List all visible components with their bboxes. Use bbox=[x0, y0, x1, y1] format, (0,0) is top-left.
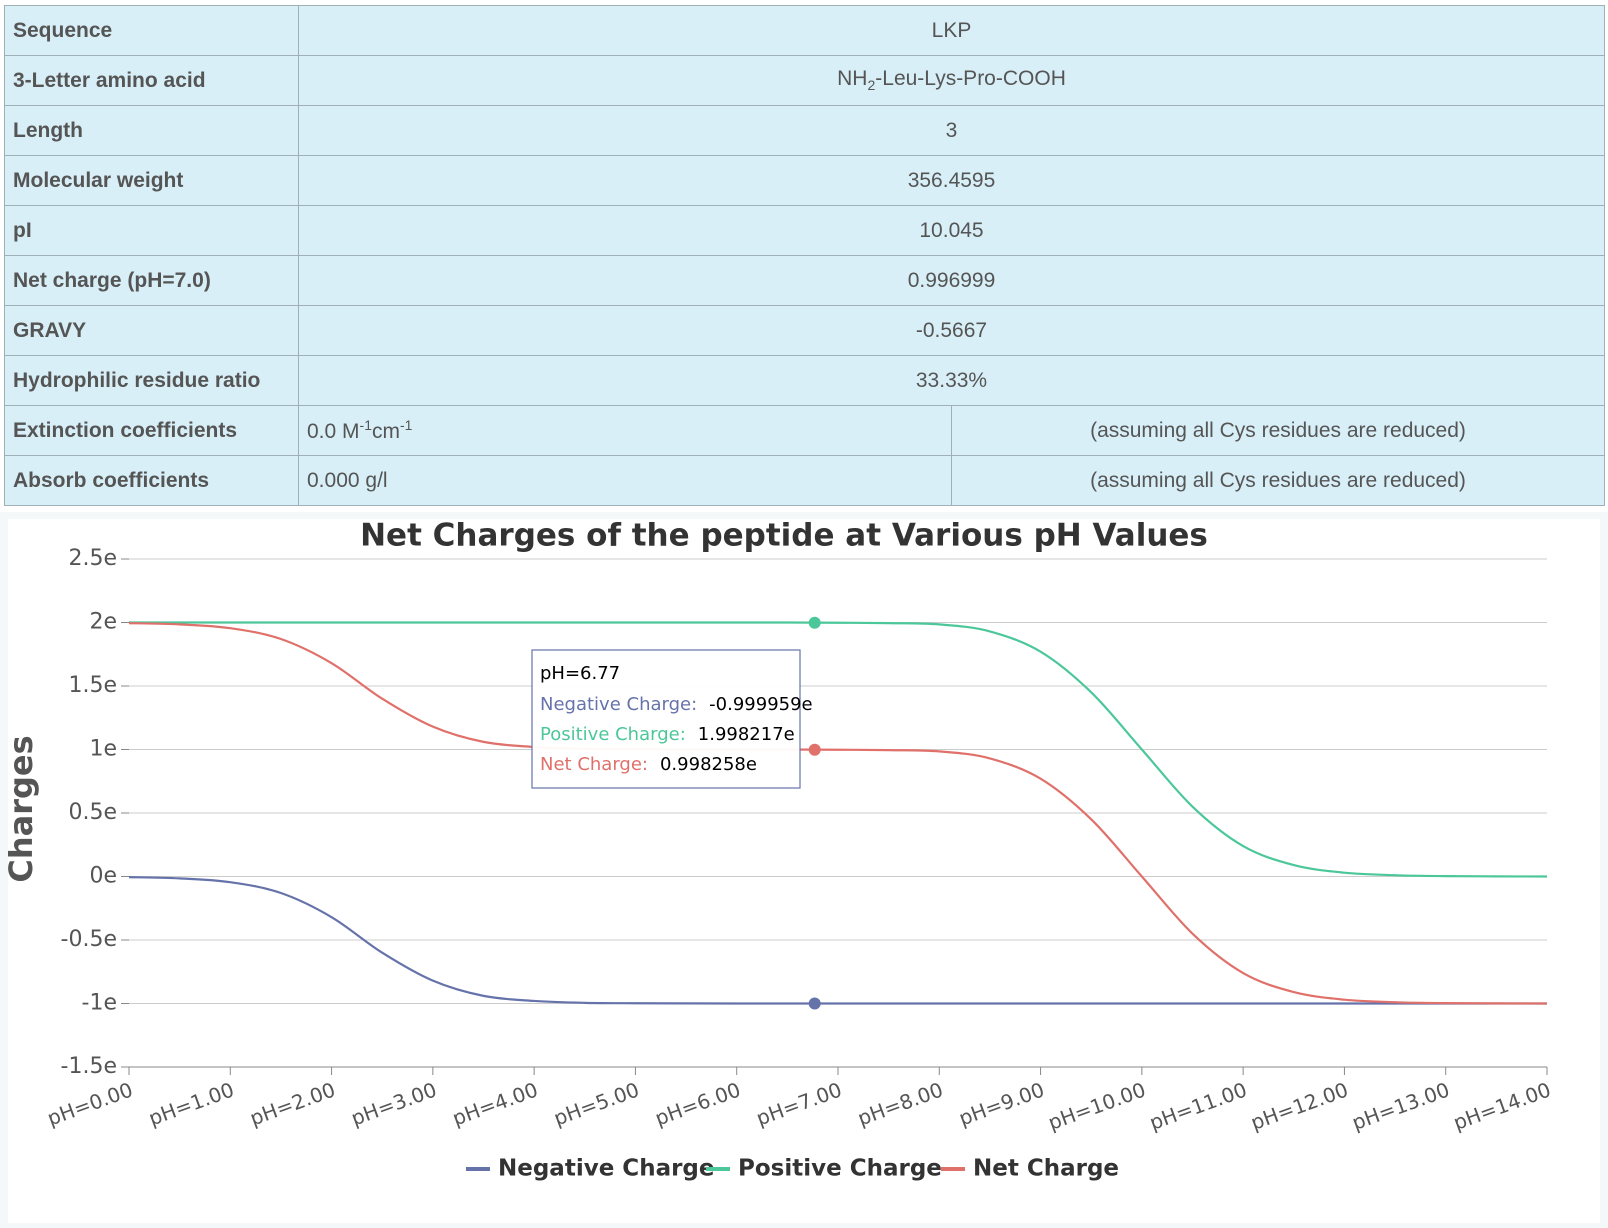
tooltip-value: -0.999959e bbox=[709, 694, 812, 715]
legend-item-label[interactable]: Net Charge bbox=[973, 1156, 1119, 1182]
row-note: (assuming all Cys residues are reduced) bbox=[951, 405, 1605, 456]
value-part: cm bbox=[371, 420, 400, 443]
row-value: 0.996999 bbox=[298, 255, 1605, 306]
tooltip-header: pH=6.77 bbox=[540, 663, 620, 684]
table-row: Absorb coefficients 0.000 g/l (assuming … bbox=[4, 455, 1605, 506]
y-tick-label: -1e bbox=[82, 991, 117, 1016]
y-tick-label: 1e bbox=[89, 737, 117, 762]
table-row: pI 10.045 bbox=[4, 205, 1605, 256]
value-subscript: 2 bbox=[867, 77, 876, 94]
tooltip-row-negative: Negative Charge: -0.999959e bbox=[540, 694, 813, 715]
row-label: Net charge (pH=7.0) bbox=[4, 255, 299, 306]
y-tick-label: 2.5e bbox=[68, 546, 117, 571]
y-tick-label: 1.5e bbox=[68, 673, 117, 698]
hover-point[interactable] bbox=[808, 997, 821, 1010]
tooltip-box bbox=[531, 649, 801, 789]
row-value: 0.0 M-1cm-1 bbox=[298, 405, 952, 456]
row-label: Sequence bbox=[4, 5, 299, 56]
chart-legend[interactable]: Negative Charge Positive Charge Net Charge bbox=[466, 1156, 1119, 1182]
y-tick-label: 0.5e bbox=[68, 800, 117, 825]
tooltip-label: Negative Charge: bbox=[540, 694, 697, 715]
row-label: 3-Letter amino acid bbox=[4, 55, 299, 106]
value-superscript: -1 bbox=[399, 417, 413, 433]
table-row: 3-Letter amino acid NH2-Leu-Lys-Pro-COOH bbox=[4, 55, 1605, 106]
table-row: Hydrophilic residue ratio 33.33% bbox=[4, 355, 1605, 406]
tooltip-label: Positive Charge: bbox=[540, 724, 686, 745]
series-line-positive-charge[interactable] bbox=[128, 621, 1548, 878]
value-part: 0.0 M bbox=[307, 420, 360, 443]
table-row: Net charge (pH=7.0) 0.996999 bbox=[4, 255, 1605, 306]
row-value: NH2-Leu-Lys-Pro-COOH bbox=[298, 55, 1605, 106]
legend-item-label[interactable]: Positive Charge bbox=[738, 1156, 942, 1182]
value-rest: -Leu-Lys-Pro-COOH bbox=[875, 67, 1066, 91]
tooltip-row-net: Net Charge: 0.998258e bbox=[540, 754, 757, 775]
y-tick-label: -1.5e bbox=[61, 1054, 117, 1079]
row-label: pI bbox=[4, 205, 299, 256]
row-label: Length bbox=[4, 105, 299, 156]
legend-item-label[interactable]: Negative Charge bbox=[498, 1156, 715, 1182]
tooltip-label: Net Charge: bbox=[540, 754, 648, 775]
y-tick-label: 0e bbox=[89, 864, 117, 889]
table-row: GRAVY -0.5667 bbox=[4, 305, 1605, 356]
row-label: Molecular weight bbox=[4, 155, 299, 206]
table-row: Molecular weight 356.4595 bbox=[4, 155, 1605, 206]
row-value: -0.5667 bbox=[298, 305, 1605, 356]
row-value: 10.045 bbox=[298, 205, 1605, 256]
series-line-net-charge[interactable] bbox=[128, 622, 1548, 1005]
row-value: 356.4595 bbox=[298, 155, 1605, 206]
hover-point[interactable] bbox=[808, 616, 821, 629]
net-charge-chart[interactable]: Net Charges of the peptide at Various pH… bbox=[8, 519, 1600, 1223]
peptide-properties-table: Sequence LKP 3-Letter amino acid NH2-Leu… bbox=[4, 5, 1605, 506]
tooltip-value: 1.998217e bbox=[698, 724, 795, 745]
hover-point[interactable] bbox=[808, 743, 821, 756]
row-value: 33.33% bbox=[298, 355, 1605, 406]
table-row: Sequence LKP bbox=[4, 5, 1605, 56]
row-label: GRAVY bbox=[4, 305, 299, 356]
y-axis-label: Charges bbox=[8, 735, 40, 882]
row-note: (assuming all Cys residues are reduced) bbox=[951, 455, 1605, 506]
row-value: 0.000 g/l bbox=[298, 455, 952, 506]
row-label: Extinction coefficients bbox=[4, 405, 299, 456]
row-value: 3 bbox=[298, 105, 1605, 156]
y-tick-label: -0.5e bbox=[61, 927, 117, 952]
table-row: Length 3 bbox=[4, 105, 1605, 156]
tooltip-value: 0.998258e bbox=[660, 754, 757, 775]
y-tick-label: 2e bbox=[89, 610, 117, 635]
value-prefix: NH bbox=[837, 67, 868, 91]
chart-title: Net Charges of the peptide at Various pH… bbox=[360, 519, 1208, 554]
row-label: Hydrophilic residue ratio bbox=[4, 355, 299, 406]
table-row: Extinction coefficients 0.0 M-1cm-1 (ass… bbox=[4, 405, 1605, 456]
tooltip-row-positive: Positive Charge: 1.998217e bbox=[540, 724, 795, 745]
series-line-negative-charge[interactable] bbox=[128, 876, 1547, 1005]
row-value: LKP bbox=[298, 5, 1605, 56]
value-superscript: -1 bbox=[359, 417, 372, 433]
chart-tooltip: pH=6.77 Negative Charge: -0.999959e Posit… bbox=[531, 649, 813, 789]
row-label: Absorb coefficients bbox=[4, 455, 299, 506]
